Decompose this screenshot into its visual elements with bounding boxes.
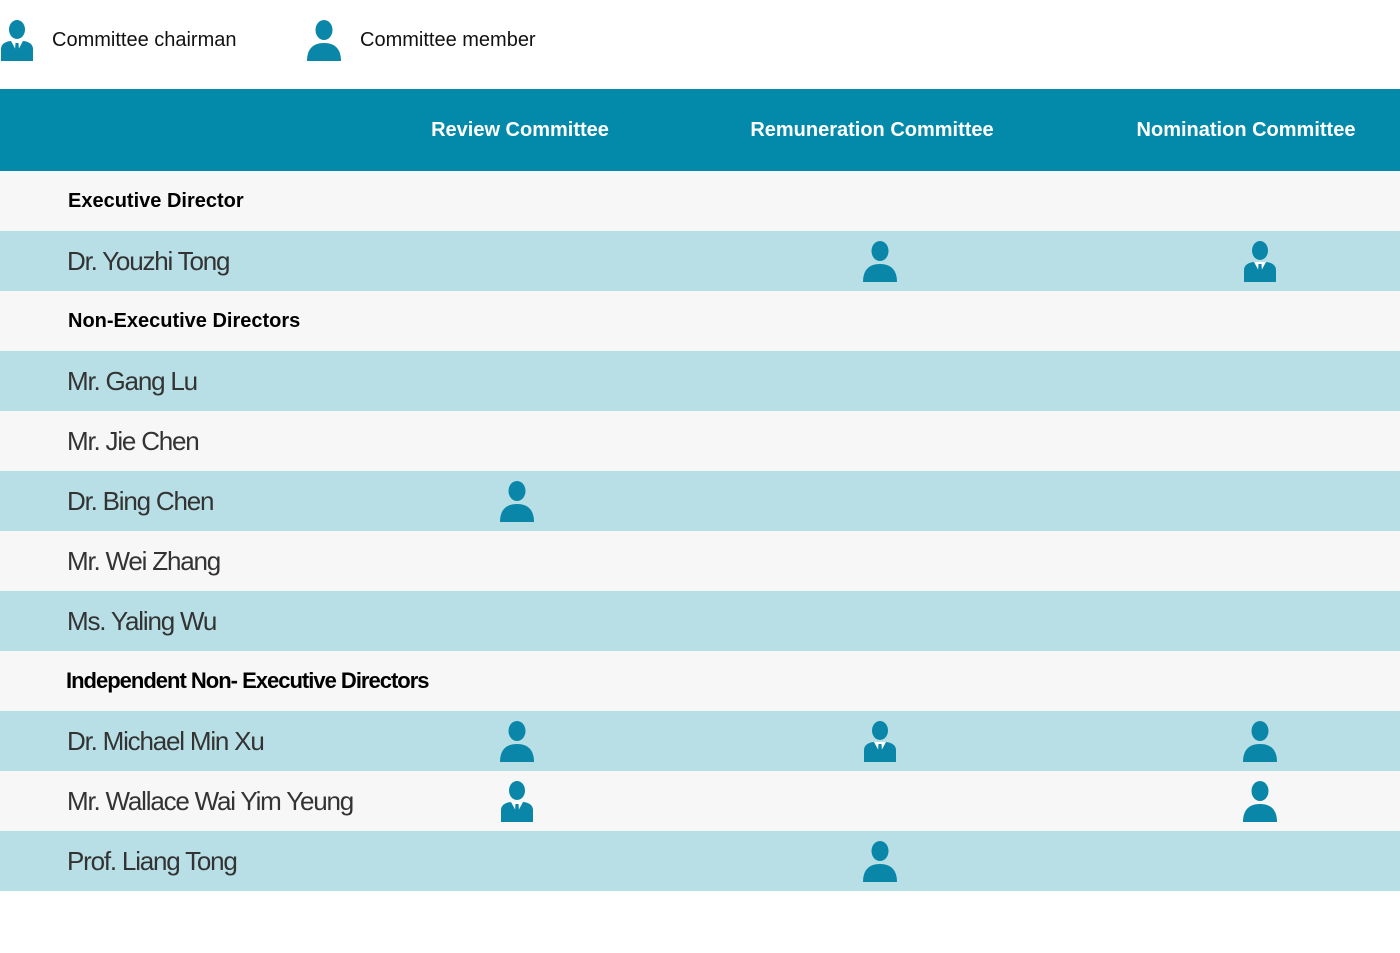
member-icon xyxy=(850,231,910,291)
table-row: Prof. Liang Tong xyxy=(0,831,1400,891)
section-title: Executive Director xyxy=(68,190,244,212)
legend-member-label: Committee member xyxy=(360,28,536,51)
director-name: Mr. Wei Zhang xyxy=(67,546,221,576)
section-row: Independent Non- Executive Directors xyxy=(0,651,1400,711)
director-name: Mr. Jie Chen xyxy=(67,426,200,456)
column-header-remuneration: Remuneration Committee xyxy=(750,119,994,141)
member-icon xyxy=(487,471,547,531)
director-name: Mr. Wallace Wai Yim Yeung xyxy=(67,786,354,816)
director-name: Mr. Gang Lu xyxy=(67,366,198,396)
table-row: Mr. Jie Chen xyxy=(0,411,1400,471)
legend: Committee chairman Committee member xyxy=(0,0,1400,89)
legend-chairman: Committee chairman xyxy=(0,18,237,62)
table-row: Dr. Michael Min Xu xyxy=(0,711,1400,771)
director-name: Dr. Bing Chen xyxy=(67,486,214,516)
table-row: Mr. Wei Zhang xyxy=(0,531,1400,591)
table-row: Dr. Youzhi Tong xyxy=(0,231,1400,291)
section-title: Independent Non- Executive Directors xyxy=(66,668,430,693)
chairman-icon xyxy=(1230,231,1290,291)
table-row: Mr. Gang Lu xyxy=(0,351,1400,411)
column-header-nomination: Nomination Committee xyxy=(1136,119,1356,141)
section-title: Non-Executive Directors xyxy=(68,310,301,332)
member-icon xyxy=(1230,771,1290,831)
table-row: Ms. Yaling Wu xyxy=(0,591,1400,651)
director-name: Dr. Youzhi Tong xyxy=(67,246,230,276)
member-icon xyxy=(1230,711,1290,771)
director-name: Prof. Liang Tong xyxy=(67,846,238,876)
member-icon xyxy=(850,831,910,891)
director-name: Ms. Yaling Wu xyxy=(67,606,217,636)
member-icon xyxy=(306,19,342,61)
director-name: Dr. Michael Min Xu xyxy=(67,726,265,756)
column-header-review: Review Committee xyxy=(431,119,609,141)
table-row: Dr. Bing Chen xyxy=(0,471,1400,531)
chairman-icon xyxy=(850,711,910,771)
section-row: Executive Director xyxy=(0,171,1400,231)
table-header: Review Committee Remuneration Committee … xyxy=(0,89,1400,171)
legend-member: Committee member xyxy=(306,18,536,62)
chairman-icon xyxy=(0,19,34,61)
section-row: Non-Executive Directors xyxy=(0,291,1400,351)
chairman-icon xyxy=(487,771,547,831)
legend-chairman-label: Committee chairman xyxy=(52,28,237,51)
table-row: Mr. Wallace Wai Yim Yeung xyxy=(0,771,1400,831)
member-icon xyxy=(487,711,547,771)
committee-table: Executive Director Dr. Youzhi Tong Non-Exe… xyxy=(0,171,1400,891)
